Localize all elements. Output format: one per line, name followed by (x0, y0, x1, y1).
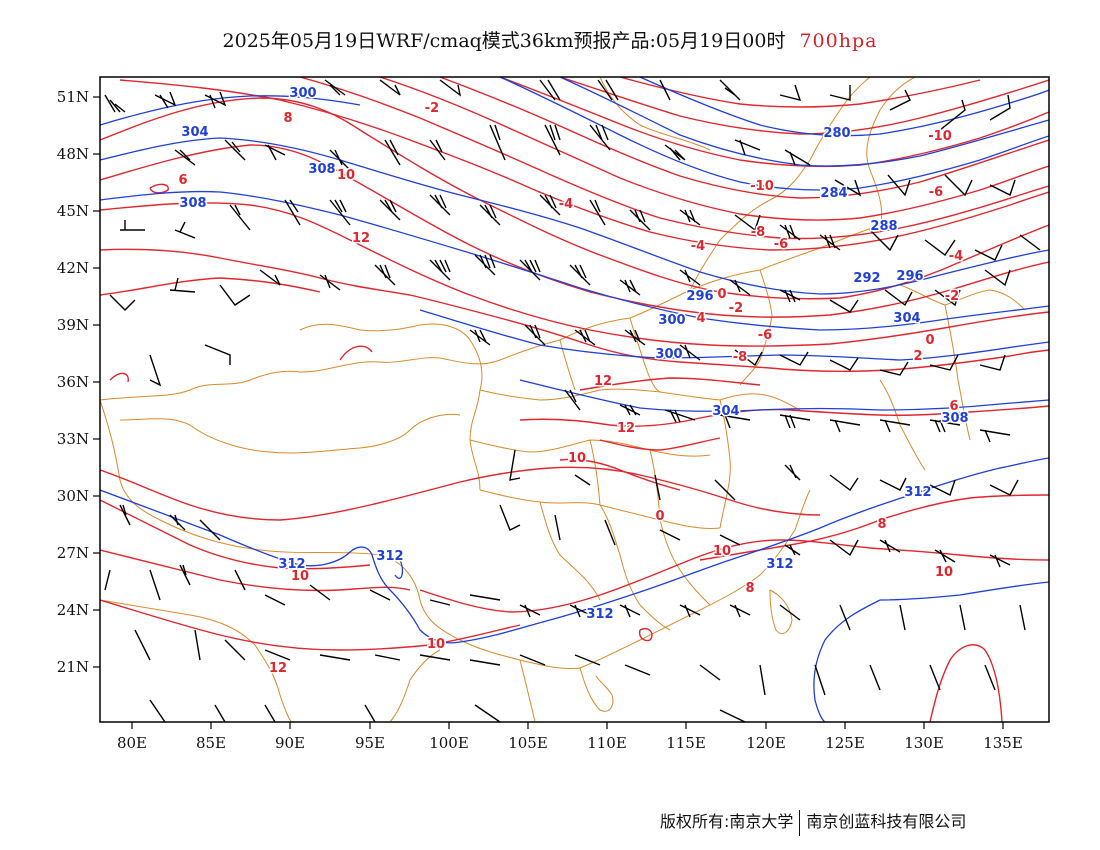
temperature-labels: -286 1012-4-10-8-6-40-24-6-8-10-6-4-20261… (177, 100, 965, 678)
temperature-contour-label: 0 (717, 287, 726, 302)
temperature-contour-label: 10 (568, 451, 586, 466)
pressure-level: 700hpa (799, 30, 878, 52)
height-contour-label: 312 (278, 557, 305, 572)
temperature-contour-label: 10 (427, 637, 445, 652)
lat-label: 42N (57, 259, 89, 277)
temperature-contour-label: 8 (877, 517, 886, 532)
lon-label: 115E (666, 734, 706, 752)
temperature-contour-label: -6 (758, 328, 772, 343)
temperature-contour-label: -2 (425, 101, 439, 116)
lon-label: 105E (508, 734, 548, 752)
lat-label: 45N (57, 202, 89, 220)
lat-label: 30N (57, 487, 89, 505)
height-contour-label: 280 (823, 126, 850, 141)
temperature-contour-label: 8 (745, 581, 754, 596)
lon-label: 130E (904, 734, 944, 752)
height-contour-label: 284 (820, 186, 847, 201)
axis-ticks (93, 96, 1004, 729)
temperature-contour-label: 12 (594, 374, 612, 389)
temperature-contour-label: -2 (945, 289, 959, 304)
temperature-contour-label: -4 (691, 239, 705, 254)
height-contour-label: 296 (686, 289, 713, 304)
lat-label: 27N (57, 544, 89, 562)
temperature-contour-label: 0 (925, 333, 934, 348)
height-contour-label: 308 (179, 196, 206, 211)
lat-label: 24N (57, 601, 89, 619)
height-contour-label: 292 (853, 271, 880, 286)
temperature-contour-label: 12 (269, 661, 287, 676)
latitude-labels: 51N 48N 45N 42N 39N 36N 33N 30N 27N 24N … (57, 88, 89, 676)
temperature-contour-label: 6 (949, 399, 958, 414)
height-contour-label: 300 (289, 86, 316, 101)
company-name: 南京创蓝科技有限公司 (806, 812, 967, 831)
lon-label: 110E (587, 734, 627, 752)
lon-label: 80E (117, 734, 147, 752)
temperature-contour-label: -10 (928, 129, 952, 144)
lat-label: 48N (57, 145, 89, 163)
lon-label: 100E (429, 734, 469, 752)
temperature-contour-label: 0 (655, 509, 664, 524)
map-frame (99, 76, 1050, 723)
height-contour-label: 308 (308, 162, 335, 177)
temperature-contour-label: -10 (750, 179, 774, 194)
height-contour-label: 308 (941, 411, 968, 426)
temperature-contour-label: -6 (929, 185, 943, 200)
temperature-contour-label: 10 (713, 544, 731, 559)
height-contour-label: 288 (870, 219, 897, 234)
temperature-contour-label: 10 (337, 168, 355, 183)
temperature-contour-label: -2 (729, 301, 743, 316)
lat-label: 36N (57, 373, 89, 391)
lon-label: 135E (983, 734, 1023, 752)
height-contour-label: 304 (181, 125, 208, 140)
temperature-contour-label: 10 (935, 565, 953, 580)
temperature-contour-label: -8 (733, 350, 747, 365)
temperature-contour-label: -8 (751, 225, 765, 240)
height-contour-label: 304 (893, 311, 920, 326)
temperature-contour-label: -4 (559, 197, 573, 212)
country-boundaries (100, 77, 1026, 722)
height-contour-label: 312 (586, 607, 613, 622)
temperature-contour-label: 12 (617, 421, 635, 436)
lat-label: 33N (57, 430, 89, 448)
temperature-contour-label: -4 (949, 249, 963, 264)
height-contour-label: 300 (655, 347, 682, 362)
height-contour-label: 312 (376, 549, 403, 564)
lat-label: 39N (57, 316, 89, 334)
lat-label: 51N (57, 88, 89, 106)
height-contour-label: 304 (712, 404, 739, 419)
temperature-contour-label: 10 (291, 569, 309, 584)
lon-label: 85E (196, 734, 226, 752)
temperature-contour-label: 12 (352, 231, 370, 246)
lon-label: 90E (275, 734, 305, 752)
temperature-contour-label: 2 (913, 349, 922, 364)
copyright-footer: 版权所有:南京大学 南京创蓝科技有限公司 (660, 808, 966, 836)
footer-divider (799, 809, 801, 836)
height-contour-label: 312 (904, 485, 931, 500)
temperature-contour-label: 8 (283, 111, 292, 126)
height-contour-label: 296 (896, 269, 923, 284)
longitude-labels: 80E 85E 90E 95E 100E 105E 110E 115E 120E… (117, 734, 1023, 752)
lon-label: 95E (355, 734, 385, 752)
lat-label: 21N (57, 658, 89, 676)
wind-barbs (104, 79, 1041, 722)
temperature-contour-label: 6 (178, 173, 187, 188)
lon-label: 120E (746, 734, 786, 752)
temperature-contour-label: 4 (696, 311, 705, 326)
temperature-contour-label: -6 (774, 237, 788, 252)
height-contour-label: 300 (658, 313, 685, 328)
map-title: 2025年05月19日WRF/cmaq模式36km预报产品:05月19日00时 7… (0, 26, 1100, 53)
title-main: 2025年05月19日WRF/cmaq模式36km预报产品:05月19日00时 (222, 30, 786, 52)
height-contour-label: 312 (766, 557, 793, 572)
lon-label: 125E (825, 734, 865, 752)
copyright-text: 版权所有:南京大学 (660, 812, 794, 831)
